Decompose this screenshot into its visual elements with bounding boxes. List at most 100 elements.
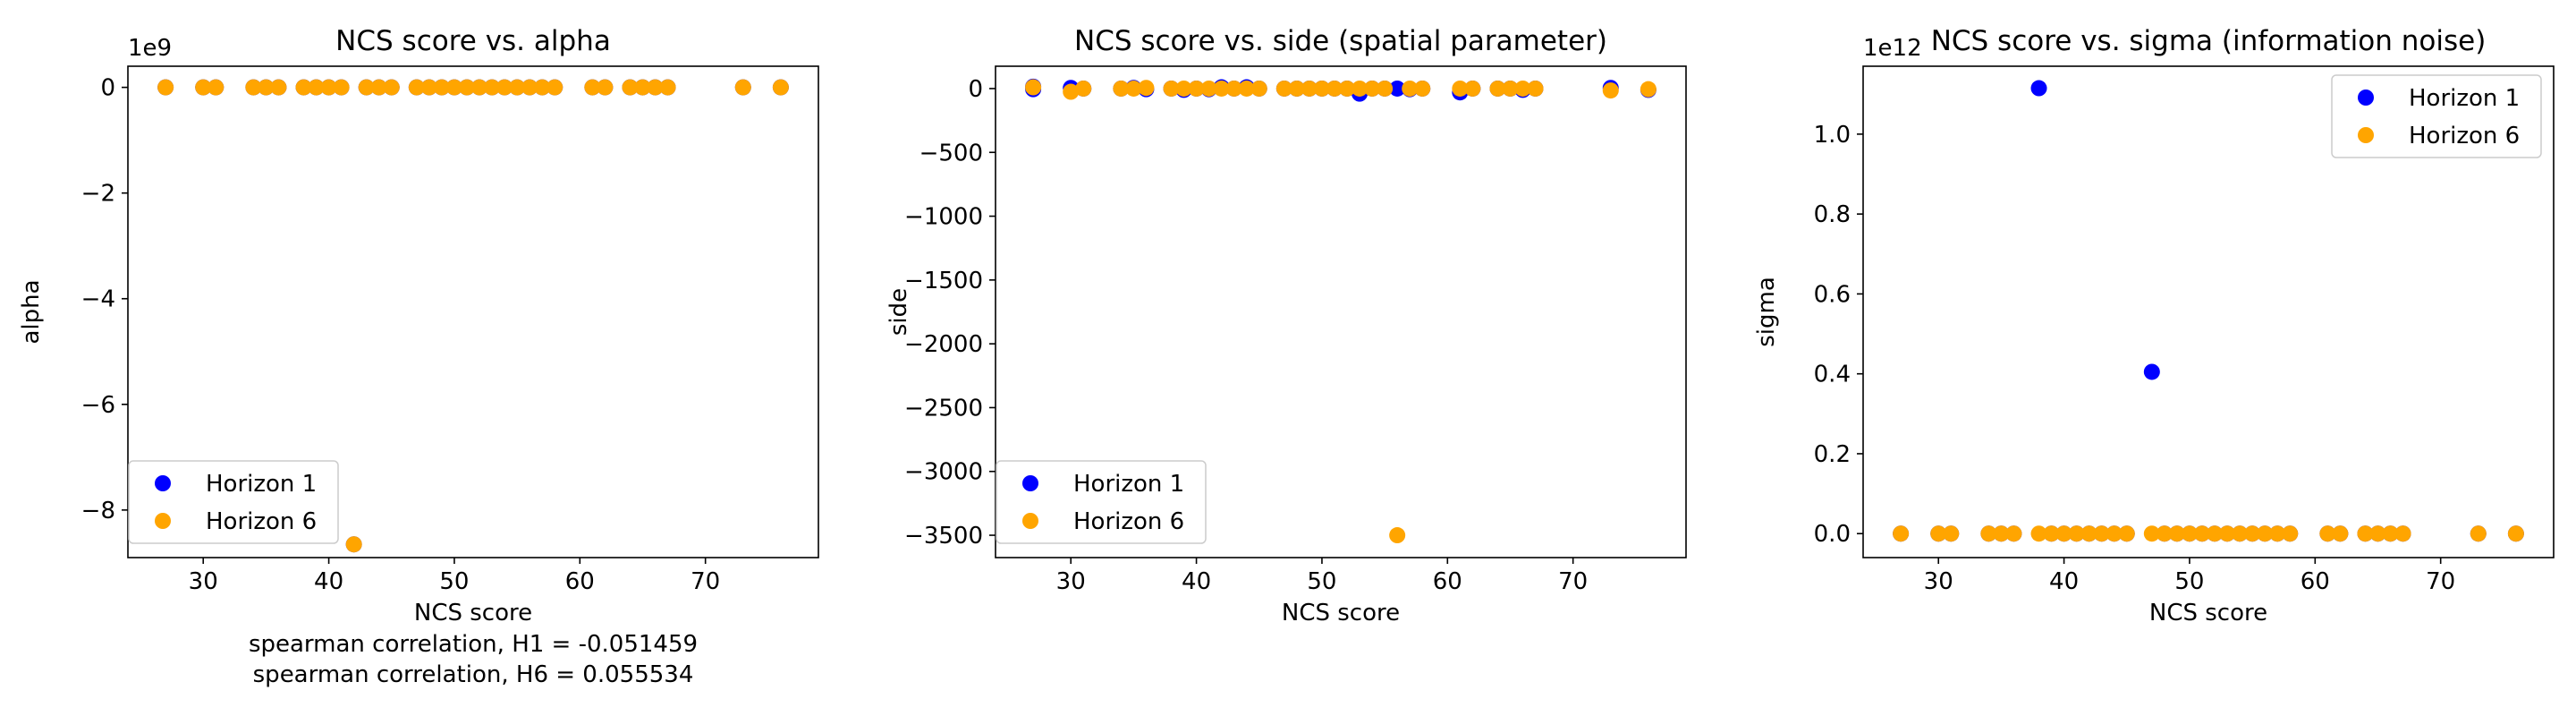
data-point (2219, 525, 2236, 542)
x-axis-label: NCS score (414, 600, 532, 626)
data-point (2106, 525, 2123, 542)
data-point (358, 79, 375, 96)
data-point (1125, 80, 1142, 97)
data-point (496, 79, 513, 96)
y-tick-label: −4 (81, 286, 115, 313)
data-point (2181, 525, 2198, 542)
data-point (2143, 525, 2160, 542)
data-point (1313, 80, 1330, 97)
data-point (1943, 525, 1960, 542)
x-tick-label: 30 (1924, 568, 1953, 595)
x-tick-label: 50 (1307, 568, 1336, 595)
data-point (1250, 80, 1267, 97)
data-point (208, 79, 225, 96)
data-point (1188, 80, 1205, 97)
data-point (547, 79, 564, 96)
data-point (1377, 80, 1394, 97)
data-point (345, 536, 362, 553)
data-point (1326, 80, 1343, 97)
data-point (659, 79, 676, 96)
data-point (195, 79, 212, 96)
data-point (597, 79, 614, 96)
data-point (1389, 80, 1406, 97)
data-point (772, 79, 789, 96)
x-axis-label: NCS score (2149, 600, 2267, 626)
x-tick-label: 30 (189, 568, 218, 595)
data-point (1514, 80, 1531, 97)
data-point (458, 79, 475, 96)
y-axis-label: sigma (1753, 277, 1780, 347)
data-point (1025, 79, 1042, 96)
data-point (2332, 525, 2349, 542)
data-point (383, 79, 400, 96)
data-point (2394, 525, 2411, 542)
data-point (622, 79, 639, 96)
series-horizon-6 (1893, 525, 2524, 542)
data-point (1980, 525, 1997, 542)
x-tick-label: 60 (565, 568, 595, 595)
spearman-annotation: spearman correlation, H1 = -0.051459 (249, 631, 698, 658)
data-point (1063, 83, 1080, 100)
data-point (471, 79, 488, 96)
data-point (370, 79, 387, 96)
legend-label: Horizon 6 (206, 508, 317, 535)
data-point (1402, 80, 1419, 97)
data-point (2030, 80, 2047, 97)
legend: Horizon 1 Horizon 6 (2331, 74, 2542, 158)
data-point (2507, 525, 2524, 542)
data-point (1389, 527, 1406, 544)
legend-marker (155, 513, 171, 529)
data-point (2068, 525, 2085, 542)
data-point (534, 79, 551, 96)
y-tick-label: −2500 (904, 395, 983, 422)
subplot-3: NCS score vs. sigma (information noise) 3… (1753, 25, 2555, 626)
y-tick-label: 1.0 (1814, 122, 1851, 149)
x-tick-label: 40 (2049, 568, 2079, 595)
x-tick-label: 40 (314, 568, 343, 595)
data-point (433, 79, 450, 96)
data-point (2193, 525, 2210, 542)
data-point (1200, 80, 1217, 97)
data-point (333, 79, 350, 96)
chart-title: NCS score vs. alpha (335, 25, 611, 57)
legend-marker (2358, 127, 2374, 143)
data-point (484, 79, 501, 96)
x-tick-label: 70 (1558, 568, 1588, 595)
data-point (2319, 525, 2336, 542)
data-point (1225, 80, 1242, 97)
data-point (734, 79, 751, 96)
data-point (2080, 525, 2097, 542)
legend-box (128, 460, 339, 544)
data-point (1930, 525, 1947, 542)
y-tick-label: 0.2 (1814, 441, 1851, 468)
legend-label: Horizon 1 (1073, 471, 1184, 498)
data-point (2118, 525, 2135, 542)
y-axis-label: alpha (18, 279, 45, 344)
data-point (2257, 525, 2274, 542)
data-point (295, 79, 312, 96)
legend-label: Horizon 6 (1073, 508, 1184, 535)
data-point (1364, 80, 1381, 97)
legend-box (996, 460, 1207, 544)
data-point (1175, 80, 1192, 97)
legend-label: Horizon 6 (2409, 123, 2520, 149)
legend-box (2331, 74, 2542, 158)
data-point (308, 79, 325, 96)
data-point (584, 79, 601, 96)
data-point (521, 79, 538, 96)
data-point (2207, 525, 2224, 542)
data-point (1163, 80, 1180, 97)
data-point (1301, 80, 1318, 97)
data-point (1993, 525, 2010, 542)
data-point (408, 79, 425, 96)
data-point (320, 79, 337, 96)
data-point (1414, 80, 1431, 97)
legend-marker (1022, 475, 1038, 491)
data-point (1339, 80, 1356, 97)
y-tick-label: −500 (919, 140, 983, 166)
data-point (445, 79, 462, 96)
legend: Horizon 1 Horizon 6 (128, 460, 339, 544)
data-point (634, 79, 651, 96)
data-point (1640, 81, 1657, 98)
